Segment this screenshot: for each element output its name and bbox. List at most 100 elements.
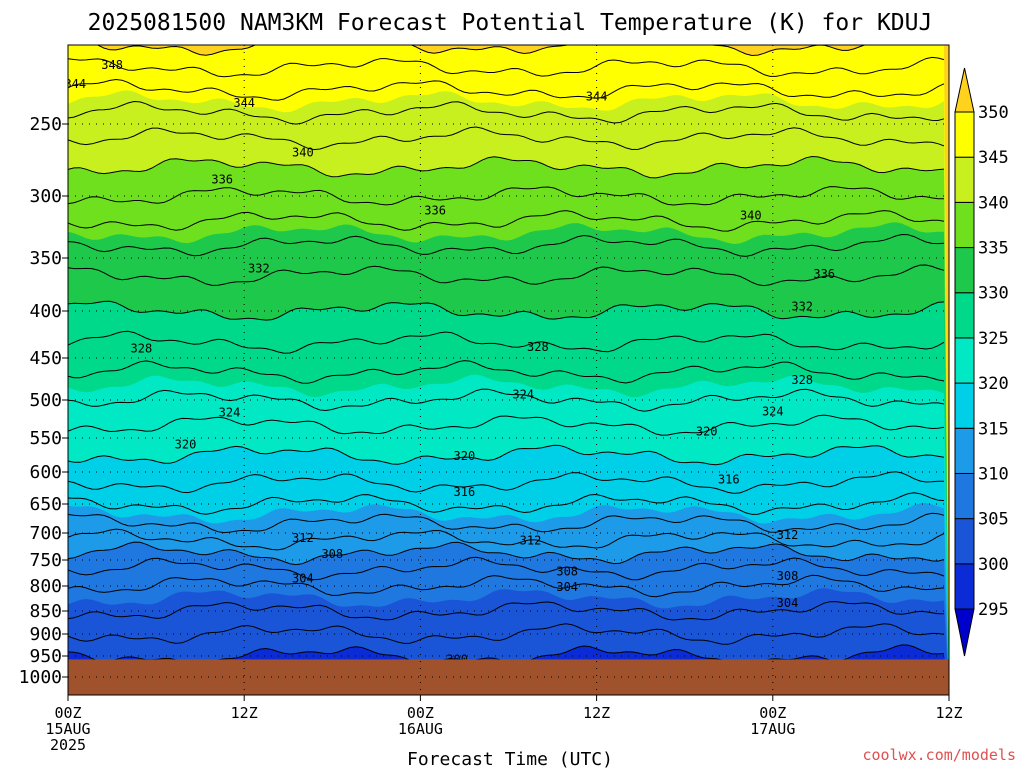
contour-lines [68,45,945,668]
colorbar-box-315 [954,382,975,429]
contour-label-332: 332 [791,300,813,314]
contour-label-340: 340 [740,209,762,223]
y-tick-label-600: 600 [29,462,62,483]
colorbar-box-325 [954,292,975,339]
colorbar-label-300: 300 [978,555,1009,575]
colorbar-label-310: 310 [978,465,1009,485]
x-axis-label: Forecast Time (UTC) [407,749,613,768]
isentrope-314 [68,512,945,534]
x-tick-label-24-1: 16AUG [398,720,443,738]
contour-label-324: 324 [219,405,241,419]
y-tick-label-850: 850 [29,601,62,622]
contour-label-336: 336 [211,173,233,187]
contour-label-336: 336 [813,267,835,281]
isentrope-326 [68,360,945,384]
contour-label-344: 344 [64,77,86,91]
x-tick-label-0-1: 15AUG [45,720,90,738]
colorbar-label-350: 350 [978,103,1009,123]
isentrope-328 [68,330,945,354]
x-tick-label-60-0: 12Z [935,704,962,722]
x-tick-label-12-0: 12Z [231,704,258,722]
contour-label-328: 328 [791,373,813,387]
y-tick-label-750: 750 [29,550,62,571]
isentrope-346 [68,78,945,101]
isentrope-312 [68,528,945,551]
filled-bands [68,45,949,695]
colorbar-label-330: 330 [978,284,1009,304]
colorbar-label-315: 315 [978,419,1009,439]
y-tick-label-700: 700 [29,523,62,544]
y-tick-label-250: 250 [29,114,62,135]
contour-label-328: 328 [527,340,549,354]
isentrope-332 [68,264,945,287]
isentrope-324 [68,388,945,412]
y-tick-label-500: 500 [29,390,62,411]
colorbar-label-325: 325 [978,329,1009,349]
watermark: coolwx.com/models [862,746,1016,764]
colorbar-box-340 [954,156,975,203]
colorbar-box-335 [954,201,975,249]
colorbar-box-345 [954,111,975,158]
contour-label-324: 324 [512,387,534,401]
contour-label-348: 348 [101,58,123,72]
isentrope-334 [68,233,945,257]
isentrope-340 [68,155,945,179]
isentrope-304 [68,601,944,621]
y-tick-label-650: 650 [29,494,62,515]
y-tick-label-450: 450 [29,348,62,369]
contour-labels: 348 344 344 344 340 340 336 336 336 332 332 328 328 3… [64,58,835,667]
isentrope-348 [68,56,945,78]
isentrope-302 [68,623,945,645]
contour-label-320: 320 [696,424,718,438]
isentrope-310 [68,541,945,566]
colorbar-box-330 [954,247,975,294]
contour-label-324: 324 [762,405,784,419]
isentrope-344 [68,100,945,125]
contour-label-304: 304 [556,580,578,594]
contour-label-344: 344 [586,90,608,104]
contour-label-316: 316 [454,485,476,499]
contour-label-308: 308 [556,564,578,578]
colorbar-label-345: 345 [978,148,1009,168]
contour-label-320: 320 [454,449,476,463]
colorbar: 295 300 305 310 315 320 325 330 335 340 345 350 [954,67,1009,657]
y-tick-label-400: 400 [29,301,62,322]
contour-label-312: 312 [292,531,314,545]
x-tick-label-36-0: 12Z [583,704,610,722]
isentrope-322 [68,414,945,436]
contour-label-308: 308 [777,569,799,583]
isentrope-318 [68,471,944,494]
y-tick-label-550: 550 [29,428,62,449]
plot-area: 348 344 344 344 340 340 336 336 336 332 332 328 328 3… [64,45,949,695]
ground-terrain [68,659,949,695]
contour-label-336: 336 [424,204,446,218]
contour-label-312: 312 [520,534,542,548]
colorbar-label-340: 340 [978,193,1009,213]
colorbar-extend-low [954,608,975,657]
y-tick-label-300: 300 [29,186,62,207]
y-tick-label-1000: 1000 [19,667,62,688]
contour-label-344: 344 [233,96,255,110]
contour-label-332: 332 [248,262,270,276]
plot-frame [67,44,950,696]
isentrope-306 [68,574,945,598]
colorbar-box-300 [954,518,975,565]
isentrope-350 [96,45,867,57]
contour-label-320: 320 [175,437,197,451]
y-tick-label-900: 900 [29,624,62,645]
x-tick-label-24-0: 00Z [407,704,434,722]
isentrope-336 [68,210,945,232]
x-tick-label-48-1: 17AUG [750,720,795,738]
isentrope-316 [68,492,945,515]
contour-label-312: 312 [777,528,799,542]
colorbar-label-335: 335 [978,239,1009,259]
colorbar-label-295: 295 [978,600,1009,620]
colorbar-box-305 [954,472,975,520]
x-tick-label-0-0: 00Z [54,704,81,722]
contour-label-304: 304 [777,596,799,610]
isentrope-330 [68,300,945,321]
isentrope-308 [68,556,945,581]
isentrope-342 [68,126,945,151]
